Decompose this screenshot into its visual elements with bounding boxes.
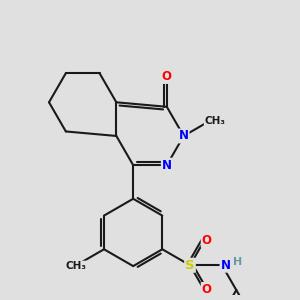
Text: S: S bbox=[185, 259, 195, 272]
Text: N: N bbox=[162, 159, 172, 172]
Text: O: O bbox=[202, 283, 212, 296]
Text: CH₃: CH₃ bbox=[66, 262, 87, 272]
Text: H: H bbox=[233, 257, 243, 267]
Text: O: O bbox=[162, 70, 172, 83]
Text: O: O bbox=[202, 234, 212, 247]
Text: N: N bbox=[179, 130, 189, 142]
Text: N: N bbox=[220, 259, 230, 272]
Text: CH₃: CH₃ bbox=[205, 116, 226, 126]
